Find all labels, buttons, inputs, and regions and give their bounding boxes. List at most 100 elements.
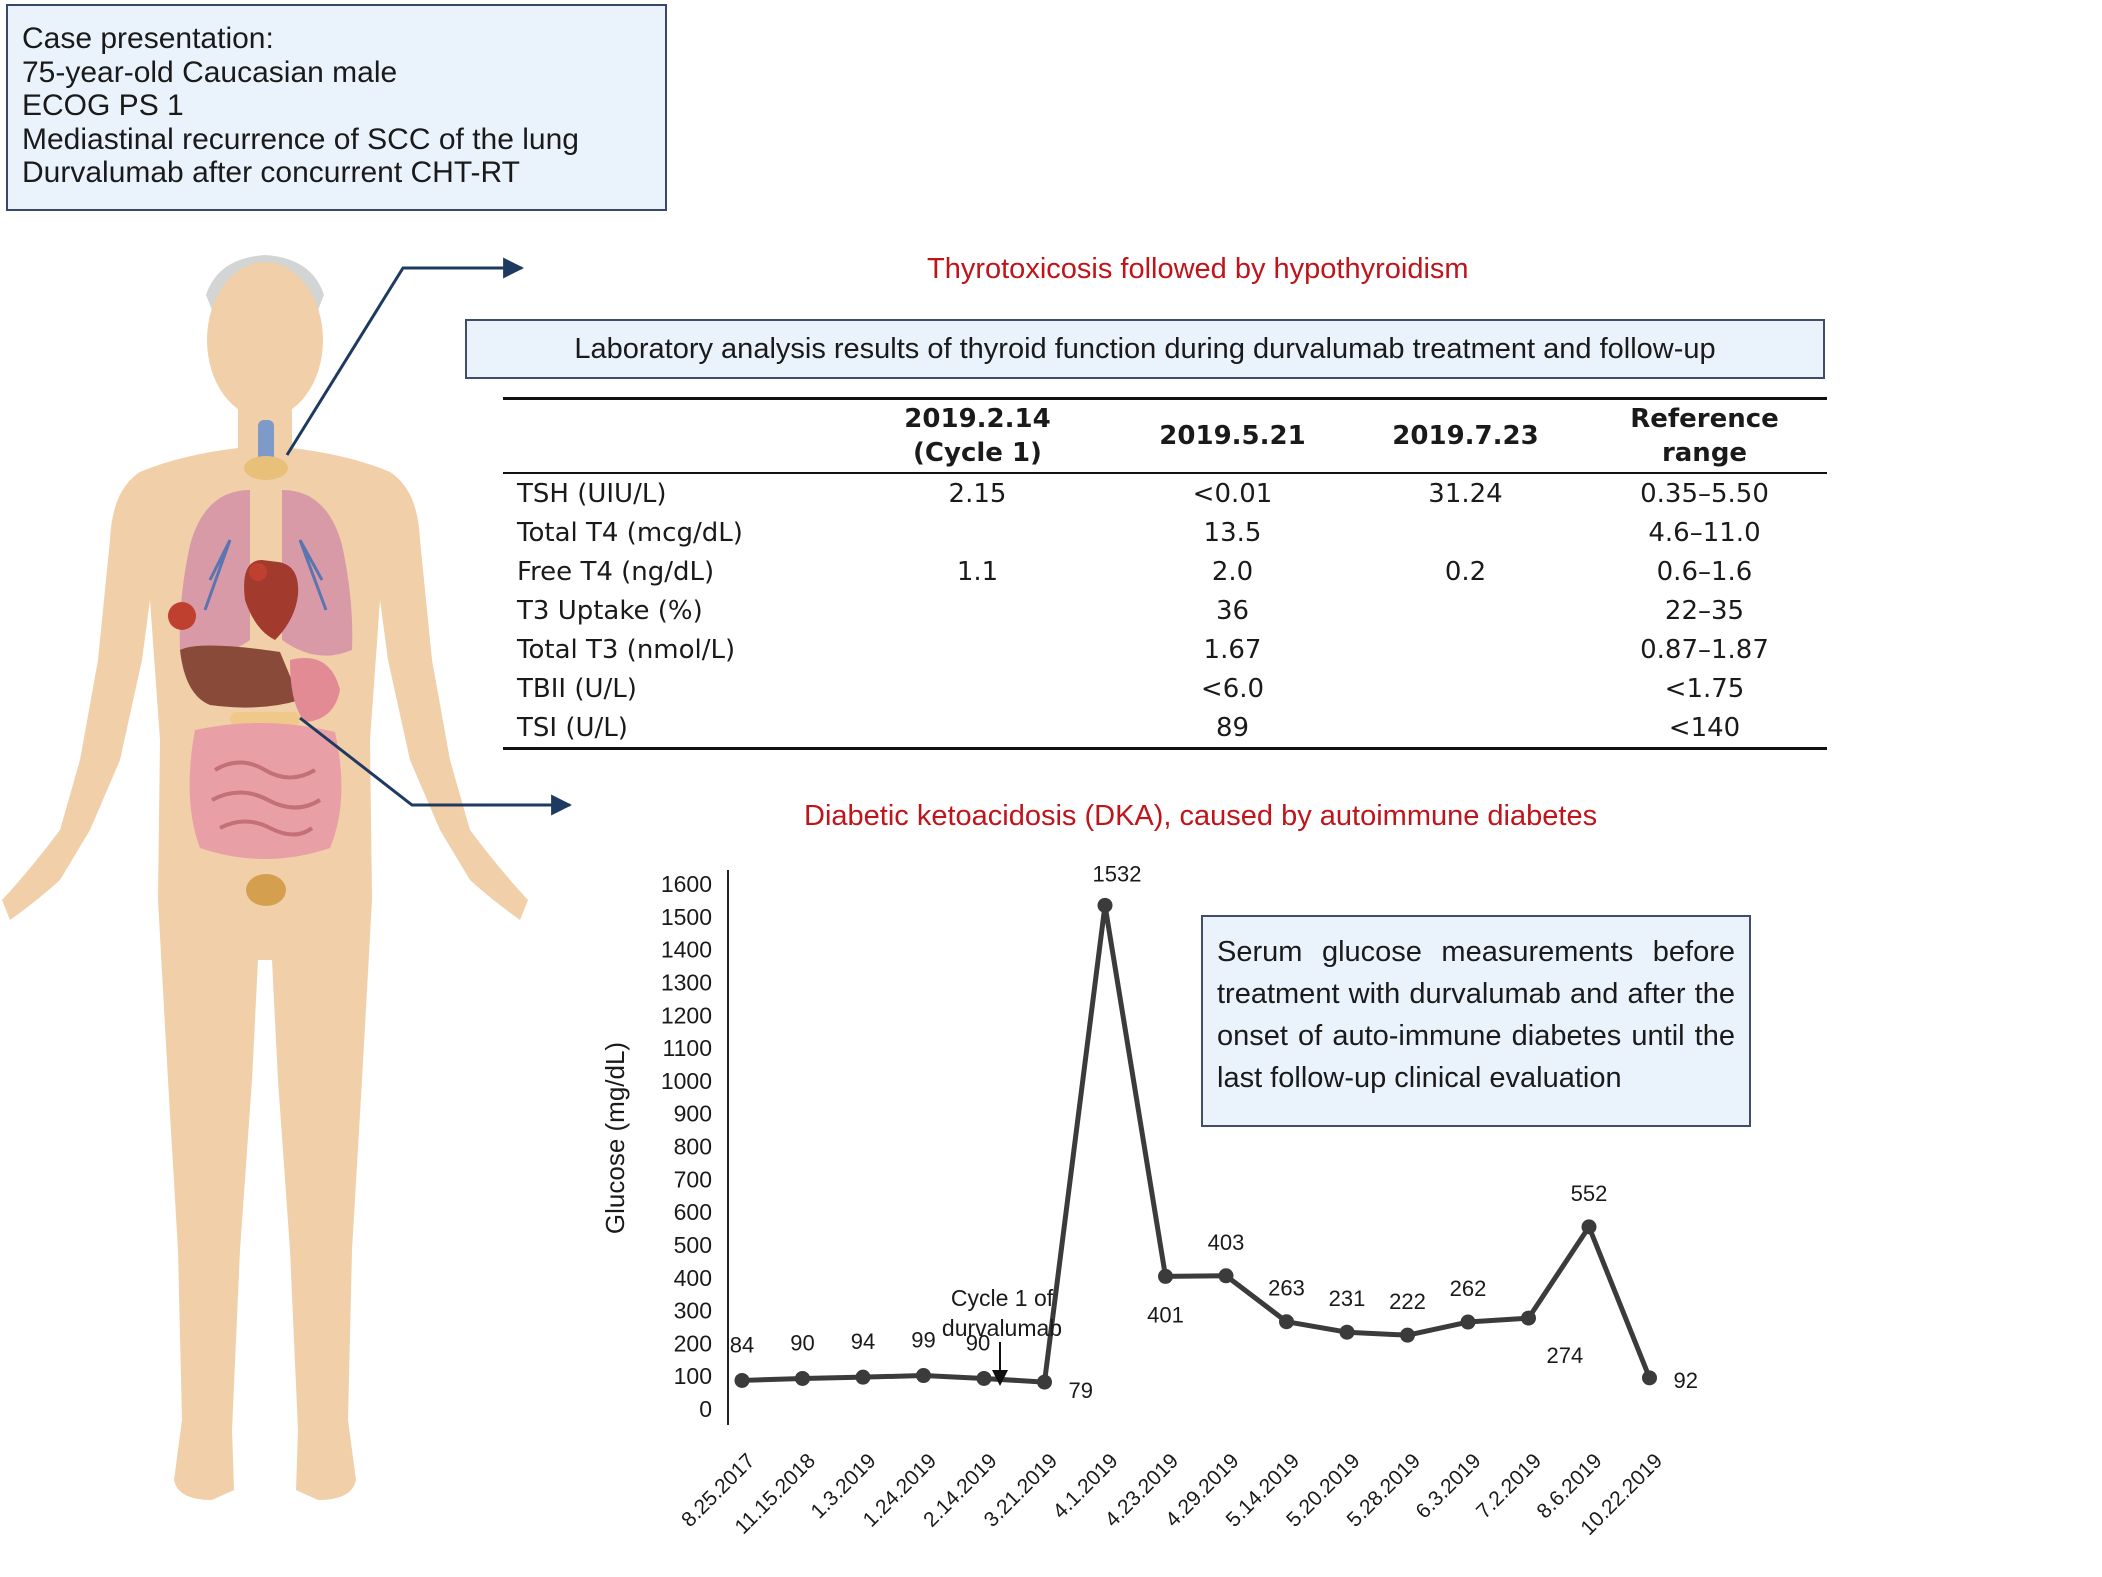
glucose-points: [734, 897, 1657, 1390]
lab-analysis-label: Laboratory analysis results of thyroid f…: [574, 332, 1716, 365]
y-tick-label: 700: [674, 1166, 712, 1192]
table-cell: 36: [1215, 595, 1250, 626]
data-point: [734, 1372, 750, 1388]
case-presentation-box: Case presentation: 75-year-old Caucasian…: [6, 4, 667, 211]
table-header-date-3: 2019.7.23: [1349, 397, 1582, 474]
y-tick-label: 500: [674, 1232, 712, 1258]
table-cell: 0.6–1.6: [1656, 556, 1753, 587]
glucose-note-text: Serum glucose measurements before treatm…: [1217, 936, 1735, 1094]
table-header-empty: [503, 397, 839, 474]
data-label: 222: [1389, 1289, 1426, 1314]
data-label: 94: [851, 1329, 875, 1354]
y-axis-label: Glucose (mg/dL): [600, 1042, 630, 1234]
glucose-data-labels: 84 90 94 99 90 79 1532 401 403 263 231 222 262 274 552…: [730, 861, 1698, 1403]
y-tick-label: 900: [674, 1101, 712, 1127]
table-header-row: 2019.2.14 (Cycle 1) 2019.5.21 2019.7.23 R…: [503, 397, 1827, 474]
glucose-chart: Glucose (mg/dL) 0 100 200 300 400 500 600 700 80…: [600, 861, 1698, 1540]
data-label: 84: [730, 1332, 754, 1357]
table-header-date-1: 2019.2.14 (Cycle 1): [839, 397, 1116, 474]
table-row: Free T4 (ng/dL) 1.1 2.0 0.2 0.6–1.6: [503, 552, 1827, 591]
table-row: Total T3 (nmol/L) 1.67 0.87–1.87: [503, 630, 1827, 669]
case-line-age: 75-year-old Caucasian male: [22, 55, 398, 89]
data-label: 79: [1069, 1378, 1093, 1403]
table-row-label: Free T4 (ng/dL): [517, 556, 715, 587]
x-tick-label: 6.3.2019: [1411, 1449, 1485, 1523]
data-point: [1400, 1327, 1415, 1343]
y-tick-labels: 0 100 200 300 400 500 600 700 800 900 1000 1100 1200…: [661, 871, 712, 1422]
y-tick-label: 1300: [661, 969, 712, 995]
table-cell: 1.67: [1203, 634, 1262, 665]
data-label: 90: [966, 1330, 990, 1355]
data-label: 1532: [1093, 861, 1142, 886]
table-row: TSH (UIU/L) 2.15 <0.01 31.24 0.35–5.50: [503, 473, 1827, 513]
table-row: TSI (U/L) 89 <140: [503, 708, 1827, 750]
data-label: 262: [1450, 1276, 1487, 1301]
table-cell: [1349, 708, 1582, 750]
table-row: TBII (U/L) <6.0 <1.75: [503, 669, 1827, 708]
y-tick-label: 1600: [661, 871, 712, 897]
data-label: 231: [1329, 1286, 1366, 1311]
y-tick-label: 400: [674, 1265, 712, 1291]
data-point: [1339, 1324, 1355, 1340]
table-row-label: Total T4 (mcg/dL): [517, 517, 743, 548]
thyroid-connector-arrow: [285, 257, 525, 456]
cycle-annotation-line2: durvalumab: [942, 1315, 1062, 1341]
data-point: [1642, 1370, 1657, 1386]
data-label: 552: [1571, 1181, 1608, 1206]
table-cell: <1.75: [1664, 673, 1745, 704]
table-cell: [839, 708, 1116, 750]
y-tick-label: 1200: [661, 1002, 712, 1028]
data-label: 90: [790, 1330, 814, 1355]
data-label: 92: [1674, 1368, 1698, 1393]
y-tick-label: 1100: [663, 1035, 712, 1061]
data-label: 274: [1547, 1343, 1584, 1368]
table-cell: 1.1: [956, 556, 999, 587]
x-tick-label: 7.2.2019: [1472, 1449, 1546, 1523]
table-cell: 2.15: [948, 478, 1007, 509]
table-cell: <0.01: [1192, 478, 1273, 509]
human-anatomy-illustration-icon: [2, 255, 528, 1500]
thyroid-lab-table: 2019.2.14 (Cycle 1) 2019.5.21 2019.7.23 R…: [503, 397, 1827, 750]
data-point: [976, 1370, 992, 1386]
y-tick-label: 300: [674, 1298, 712, 1324]
y-tick-label: 1500: [661, 904, 712, 930]
case-line-ecog: ECOG PS 1: [22, 89, 184, 122]
header-ref-line2: range: [1661, 438, 1748, 468]
data-label: 401: [1147, 1302, 1184, 1327]
y-tick-label: 600: [674, 1199, 712, 1225]
data-point: [916, 1368, 931, 1384]
table-cell: 4.6–11.0: [1648, 517, 1761, 548]
data-label: 263: [1268, 1276, 1305, 1301]
data-point: [1581, 1219, 1597, 1235]
table-cell: <6.0: [1200, 673, 1265, 704]
table-header-reference: Reference range: [1582, 397, 1827, 474]
table-cell: 22–35: [1664, 595, 1745, 626]
table-cell: <140: [1582, 708, 1827, 750]
data-point: [1037, 1374, 1052, 1390]
y-tick-label: 100: [674, 1363, 712, 1389]
pancreas-connector-arrow: [299, 716, 573, 816]
table-cell: 89: [1116, 708, 1349, 750]
data-point: [795, 1370, 810, 1386]
case-line-heading: Case presentation:: [22, 22, 274, 55]
table-cell: 0.35–5.50: [1640, 478, 1769, 509]
data-point: [1279, 1314, 1294, 1330]
data-label: 99: [911, 1328, 935, 1353]
data-point: [1460, 1314, 1476, 1330]
y-tick-label: 800: [674, 1134, 712, 1160]
y-tick-label: 0: [699, 1396, 712, 1422]
data-label: 403: [1208, 1230, 1245, 1255]
y-tick-label: 1000: [661, 1068, 712, 1094]
data-point: [1218, 1268, 1234, 1284]
table-row-label: TSI (U/L): [503, 708, 839, 750]
cycle-annotation-line1: Cycle 1 of: [951, 1285, 1054, 1311]
table-cell: 13.5: [1203, 517, 1262, 548]
header-date-1-line1: 2019.2.14: [904, 404, 1051, 434]
case-line-diagnosis: Mediastinal recurrence of SCC of the lun…: [22, 122, 579, 156]
case-line-treatment: Durvalumab after concurrent CHT-RT: [22, 156, 520, 189]
glucose-series-line: [741, 902, 1652, 1385]
table-cell: 0.2: [1444, 556, 1487, 587]
y-tick-label: 200: [674, 1330, 712, 1356]
x-tick-labels: 8.25.201711.15.20181.3.20191.24.20192.14…: [677, 1449, 1667, 1540]
